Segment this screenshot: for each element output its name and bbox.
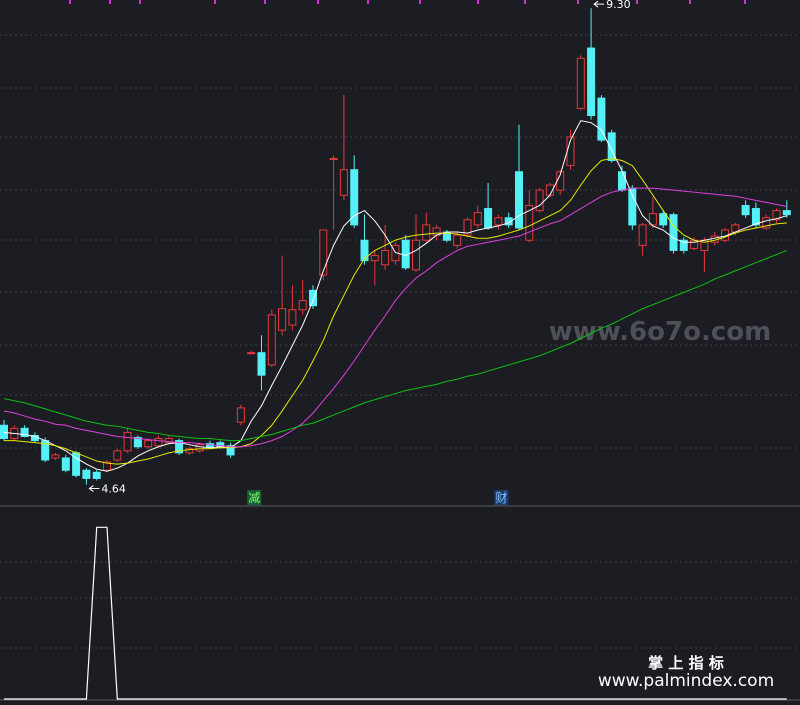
candle-body: [628, 187, 637, 226]
candle-body: [422, 224, 431, 241]
candle-body: [350, 169, 359, 226]
candle-body: [504, 217, 513, 226]
candle-body: [463, 219, 472, 236]
candle-body: [535, 189, 544, 212]
candle-body: [319, 229, 328, 276]
candle-body: [103, 461, 111, 471]
watermark: www.6o7o.com: [549, 317, 771, 347]
candle-body: [679, 239, 688, 251]
candle-body: [329, 157, 338, 160]
candle-body: [473, 212, 482, 226]
candle-body: [226, 445, 235, 456]
candle-body: [175, 440, 184, 454]
candle-body: [309, 289, 317, 307]
ma-line: [3, 120, 787, 472]
candle-body: [412, 239, 420, 271]
candle-body: [51, 454, 60, 459]
ma-line: [3, 187, 787, 448]
candle-body: [288, 309, 297, 326]
candle-body: [597, 97, 606, 141]
candle-body: [20, 427, 29, 438]
ma-line: [4, 157, 787, 465]
candle-body: [669, 214, 678, 251]
candle-body: [772, 210, 781, 221]
annotation-label: 9.30: [606, 0, 631, 11]
candle-body: [525, 204, 534, 241]
annotation-label: 4.64: [101, 483, 126, 496]
candle-body: [453, 234, 462, 246]
candle-body: [298, 300, 307, 311]
signal-bg: [247, 490, 262, 505]
candle-body: [648, 213, 657, 226]
candle-body: [494, 217, 503, 226]
candle-body: [484, 208, 493, 229]
footer-title: 掌 上 指 标: [648, 654, 724, 672]
candle-body: [185, 448, 194, 454]
footer-url: www.palmindex.com: [598, 671, 774, 691]
candle-body: [762, 217, 771, 229]
candle-body: [741, 204, 750, 216]
signal-bg: [494, 490, 509, 505]
candle-body: [782, 210, 791, 216]
annotation-arrow: [593, 0, 605, 8]
candle-body: [751, 208, 760, 226]
candle-body: [515, 171, 523, 229]
candle-body: [82, 469, 91, 479]
signal-label: 财: [495, 491, 507, 505]
candle-body: [236, 407, 245, 423]
candle-body: [61, 457, 70, 471]
grid: [0, 34, 800, 701]
candle-body: [247, 352, 256, 355]
candle-body: [339, 169, 348, 196]
ma-line: [3, 249, 787, 442]
candle-body: [267, 314, 276, 366]
candle-body: [164, 438, 173, 444]
candle-body: [257, 352, 266, 376]
candle-body: [381, 249, 390, 266]
candle-body: [92, 471, 101, 479]
signal-label: 减: [248, 491, 260, 505]
candle-body: [113, 450, 122, 461]
candle-body: [0, 424, 8, 440]
candle-body: [133, 437, 142, 448]
candle-body: [278, 308, 287, 331]
candle-body: [370, 255, 379, 262]
indicator-line: [4, 526, 787, 700]
candle-body: [123, 431, 132, 452]
candle-body: [587, 47, 596, 117]
candle-body: [154, 438, 163, 447]
candle-body: [360, 239, 369, 262]
annotation-arrow: [88, 485, 100, 492]
candle-body: [638, 224, 647, 246]
candle-body: [576, 57, 585, 109]
candle-body: [659, 213, 668, 226]
candle-body: [195, 444, 204, 452]
top-markers: [69, 0, 746, 4]
candle-body: [144, 440, 153, 448]
candle-body: [607, 132, 616, 161]
candle-body: [618, 171, 626, 191]
